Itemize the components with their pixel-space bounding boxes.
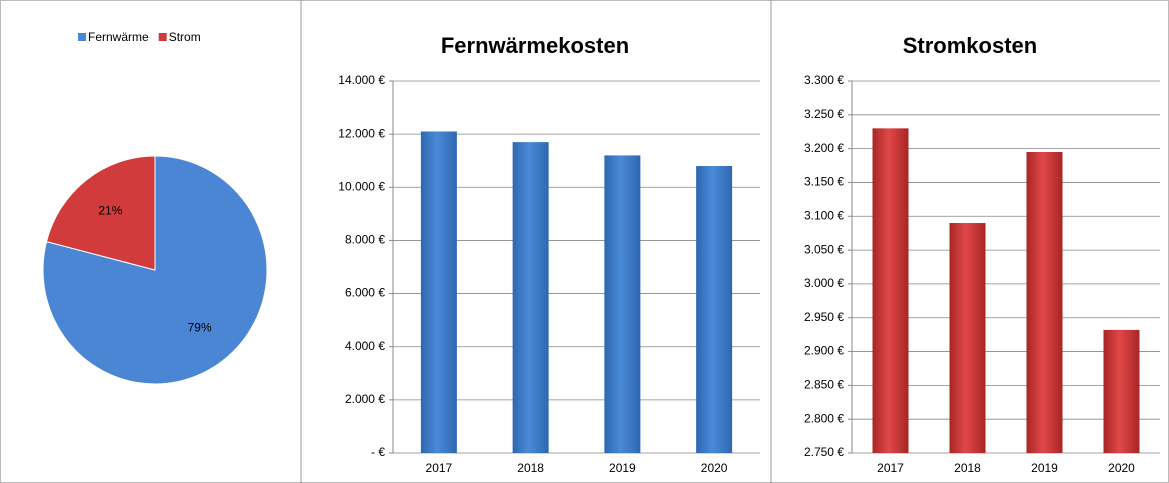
legend-label: Strom — [169, 30, 201, 44]
legend-label: Fernwärme — [88, 30, 149, 44]
y-tick-label: 3.000 € — [804, 276, 844, 290]
bar — [420, 131, 457, 453]
x-tick-label: 2020 — [701, 461, 728, 475]
bar — [1026, 152, 1063, 453]
y-tick-label: 2.000 € — [345, 392, 385, 406]
bar — [1103, 329, 1140, 453]
bar — [696, 166, 733, 453]
x-tick-label: 2020 — [1108, 461, 1135, 475]
y-tick-label: 3.050 € — [804, 242, 844, 256]
y-tick-label: 10.000 € — [338, 179, 385, 193]
pie-slice — [42, 155, 268, 385]
x-tick-label: 2019 — [1031, 461, 1058, 475]
y-tick-label: 2.750 € — [804, 445, 844, 459]
legend-swatch — [158, 33, 167, 41]
data-label: 21% — [98, 204, 122, 218]
y-tick-label: 3.200 € — [804, 141, 844, 155]
bar — [604, 155, 641, 453]
y-tick-label: 3.300 € — [804, 73, 844, 87]
y-tick-label: 12.000 € — [338, 126, 385, 140]
chart-title: Fernwärmekosten — [441, 33, 629, 58]
y-tick-label: 2.950 € — [804, 310, 844, 324]
y-tick-label: 2.800 € — [804, 411, 844, 425]
legend-swatch — [78, 33, 86, 41]
bar — [872, 128, 909, 453]
chart-title: Stromkosten — [903, 33, 1037, 58]
y-tick-label: 3.150 € — [804, 175, 844, 189]
y-tick-label: - € — [371, 445, 385, 459]
x-tick-label: 2019 — [609, 461, 636, 475]
data-label: 79% — [188, 321, 212, 335]
y-tick-label: 6.000 € — [345, 286, 385, 300]
x-tick-label: 2018 — [954, 461, 981, 475]
y-tick-label: 8.000 € — [345, 233, 385, 247]
x-tick-label: 2017 — [426, 461, 453, 475]
pie-slice — [45, 155, 156, 271]
y-tick-label: 2.900 € — [804, 344, 844, 358]
bar — [949, 223, 986, 453]
y-tick-label: 3.250 € — [804, 107, 844, 121]
bar — [512, 142, 549, 453]
y-tick-label: 3.100 € — [804, 208, 844, 222]
y-tick-label: 14.000 € — [338, 73, 385, 87]
x-tick-label: 2017 — [877, 461, 904, 475]
x-tick-label: 2018 — [517, 461, 544, 475]
y-tick-label: 4.000 € — [345, 339, 385, 353]
y-tick-label: 2.850 € — [804, 378, 844, 392]
